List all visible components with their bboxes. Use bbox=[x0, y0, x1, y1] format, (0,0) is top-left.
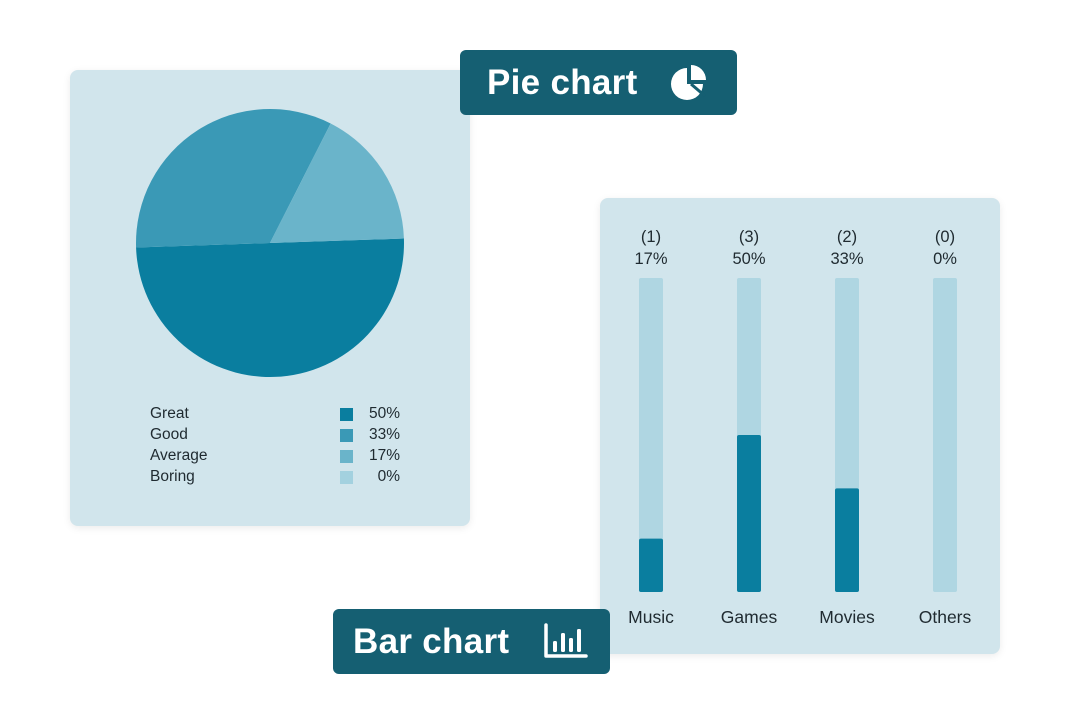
pie-chart bbox=[135, 108, 405, 378]
pie-chart-tag-label: Pie chart bbox=[487, 62, 638, 102]
pie-slice-average bbox=[270, 123, 404, 243]
bar-chart-tag-label: Bar chart bbox=[353, 621, 510, 661]
legend-value-boring: 0% bbox=[377, 468, 400, 485]
bar-track-music bbox=[639, 278, 663, 592]
bar-value-label-games: 50% bbox=[732, 250, 765, 268]
legend-swatch-great bbox=[340, 408, 353, 421]
bar-movies bbox=[835, 488, 859, 592]
bar-chart-card: (1) 17% Music (3) 50% Games (2) 33% Movies (0) 0% O… bbox=[600, 198, 1000, 654]
bar-count-label-movies: (2) bbox=[837, 228, 857, 246]
bar-count-label-others: (0) bbox=[935, 228, 955, 246]
legend-label-average: Average bbox=[150, 447, 208, 464]
legend-label-good: Good bbox=[150, 426, 188, 443]
pie-legend: Great 50% Good 33% Average 17% Boring 0% bbox=[150, 404, 410, 488]
bar-value-label-movies: 33% bbox=[830, 250, 863, 268]
bar-chart: (1) 17% Music (3) 50% Games (2) 33% Movies (0) 0% O… bbox=[628, 228, 972, 627]
legend-row-good: Good 33% bbox=[150, 425, 410, 446]
bar-category-label-others: Others bbox=[919, 607, 972, 627]
legend-value-good: 33% bbox=[368, 426, 400, 443]
bar-track-others bbox=[933, 278, 957, 592]
pie-slice-great bbox=[136, 238, 405, 378]
bar-games bbox=[737, 435, 761, 592]
bar-value-label-others: 0% bbox=[933, 250, 957, 268]
legend-label-great: Great bbox=[150, 405, 189, 422]
legend-row-boring: Boring 0% bbox=[150, 467, 410, 488]
legend-swatch-good bbox=[340, 429, 353, 442]
bar-count-label-music: (1) bbox=[641, 228, 661, 246]
legend-label-boring: Boring bbox=[150, 468, 195, 485]
bar-category-label-games: Games bbox=[721, 607, 778, 627]
legend-row-great: Great 50% bbox=[150, 404, 410, 425]
bar-chart-icon bbox=[544, 623, 588, 658]
bar-music bbox=[639, 538, 663, 592]
bar-value-label-music: 17% bbox=[634, 250, 667, 268]
pie-chart-card: Great 50% Good 33% Average 17% Boring 0% bbox=[70, 70, 470, 526]
legend-value-great: 50% bbox=[368, 405, 400, 422]
pie-chart-tag: Pie chart bbox=[460, 50, 737, 115]
pie-chart-icon bbox=[671, 65, 706, 100]
legend-row-average: Average 17% bbox=[150, 446, 410, 467]
legend-value-average: 17% bbox=[368, 447, 400, 464]
pie-slice-good bbox=[135, 108, 331, 248]
legend-swatch-boring bbox=[340, 471, 353, 484]
legend-swatch-average bbox=[340, 450, 353, 463]
bar-category-label-music: Music bbox=[628, 607, 674, 627]
bar-count-label-games: (3) bbox=[739, 228, 759, 246]
bar-category-label-movies: Movies bbox=[819, 607, 875, 627]
bar-chart-tag: Bar chart bbox=[333, 609, 610, 674]
